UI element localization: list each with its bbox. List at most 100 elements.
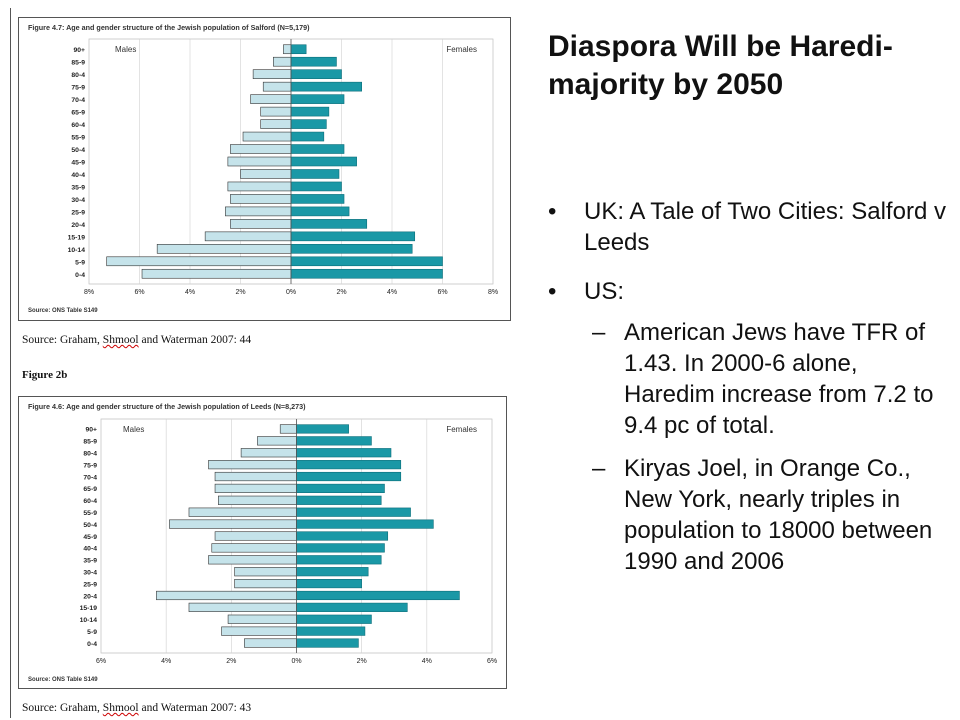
male-bar xyxy=(260,106,292,117)
male-bar xyxy=(156,590,297,601)
male-bar xyxy=(169,519,297,529)
age-group-label: 15-19 xyxy=(80,605,98,612)
chart-source-note: Source: ONS Table S149 xyxy=(28,677,98,683)
female-bar xyxy=(290,268,443,279)
male-bar xyxy=(227,181,292,192)
female-bar xyxy=(296,578,362,589)
male-bar xyxy=(218,495,297,505)
bullet-uk: UK: A Tale of Two Cities: Salford v Leed… xyxy=(548,196,948,258)
male-bar xyxy=(188,602,297,612)
age-group-label: 65-9 xyxy=(71,110,85,117)
female-bar xyxy=(296,483,385,494)
female-bar xyxy=(290,119,327,129)
age-group-label: 65-9 xyxy=(83,486,97,493)
age-group-label: 5-9 xyxy=(75,259,85,266)
source-text: Source: Graham, xyxy=(22,702,103,714)
dash-marker: – xyxy=(592,455,606,482)
sub-bullet-kiryas-joel: – Kiryas Joel, in Orange Co., New York, … xyxy=(548,453,948,577)
salford-pyramid-chart: Figure 4.7: Age and gender structure of … xyxy=(28,23,498,314)
male-bar xyxy=(214,483,297,494)
x-tick-label: 6% xyxy=(134,289,144,296)
age-group-label: 30-4 xyxy=(83,569,97,576)
x-tick-label: 4% xyxy=(387,289,397,296)
dash-marker: – xyxy=(592,319,606,346)
male-bar xyxy=(208,555,297,565)
female-bar xyxy=(296,555,382,565)
chart-source-note: Source: ONS Table S149 xyxy=(28,308,98,314)
bullet-us: US: xyxy=(548,276,948,307)
leeds-pyramid-chart: Figure 4.6: Age and gender structure of … xyxy=(28,402,497,683)
source-text: and Waterman 2007: 44 xyxy=(138,334,252,346)
male-bar xyxy=(260,119,292,129)
bullet-list: UK: A Tale of Two Cities: Salford v Leed… xyxy=(548,196,948,589)
age-group-label: 70-4 xyxy=(71,97,85,104)
age-group-label: 45-9 xyxy=(83,534,97,541)
x-tick-label: 0% xyxy=(286,289,296,296)
female-bar xyxy=(290,144,345,154)
female-bar xyxy=(296,602,408,612)
x-tick-label: 2% xyxy=(235,289,245,296)
female-bar xyxy=(296,495,382,505)
male-bar xyxy=(244,638,297,648)
females-label: Females xyxy=(446,45,477,54)
age-group-label: 75-9 xyxy=(71,85,85,92)
male-bar xyxy=(234,578,297,589)
male-bar xyxy=(188,507,297,517)
x-tick-label: 4% xyxy=(185,289,195,296)
female-bar xyxy=(296,567,369,577)
female-bar xyxy=(296,519,434,529)
x-tick-label: 8% xyxy=(488,289,498,296)
sub-bullet-text: Kiryas Joel, in Orange Co., New York, ne… xyxy=(624,455,933,575)
age-group-label: 25-9 xyxy=(71,209,85,216)
male-bar xyxy=(283,44,292,55)
age-group-label: 40-4 xyxy=(83,546,97,553)
female-bar xyxy=(290,69,342,79)
female-bar xyxy=(290,219,368,229)
male-bar xyxy=(221,626,297,636)
male-bar xyxy=(257,436,297,446)
female-bar xyxy=(290,256,443,267)
x-tick-label: 4% xyxy=(422,658,432,665)
sub-bullet-american-jews: – American Jews have TFR of 1.43. In 200… xyxy=(548,317,948,441)
female-bar xyxy=(290,194,345,204)
female-bar xyxy=(296,543,385,553)
salford-pyramid-frame: Figure 4.7: Age and gender structure of … xyxy=(18,17,511,321)
male-bar xyxy=(242,131,292,142)
source-author: Shmool xyxy=(102,702,139,714)
male-bar xyxy=(273,56,292,67)
age-group-label: 5-9 xyxy=(87,629,97,636)
female-bar xyxy=(296,590,460,601)
female-bar xyxy=(296,626,366,636)
male-bar xyxy=(250,94,292,104)
females-label: Females xyxy=(446,425,477,434)
female-bar xyxy=(290,44,307,55)
age-group-label: 85-9 xyxy=(83,439,97,446)
male-bar xyxy=(227,614,297,624)
age-group-label: 35-9 xyxy=(83,558,97,565)
age-group-label: 90+ xyxy=(73,47,85,54)
age-group-label: 55-9 xyxy=(83,510,97,517)
age-group-label: 35-9 xyxy=(71,184,85,191)
x-tick-label: 4% xyxy=(161,658,171,665)
male-bar xyxy=(230,219,292,229)
female-bar xyxy=(290,169,340,179)
chart-title: Figure 4.7: Age and gender structure of … xyxy=(28,23,310,32)
age-group-label: 25-9 xyxy=(83,581,97,588)
female-bar xyxy=(290,56,337,67)
figure-2b-label: Figure 2b xyxy=(22,369,68,381)
male-bar xyxy=(234,567,297,577)
source-text: and Waterman 2007: 43 xyxy=(138,702,252,714)
age-group-label: 50-4 xyxy=(71,147,85,154)
female-bar xyxy=(290,131,325,142)
x-tick-label: 8% xyxy=(84,289,94,296)
age-group-label: 45-9 xyxy=(71,159,85,166)
age-group-label: 55-9 xyxy=(71,135,85,142)
male-bar xyxy=(279,424,297,434)
male-bar xyxy=(106,256,292,267)
female-bar xyxy=(296,460,402,470)
age-group-label: 60-4 xyxy=(71,122,85,129)
x-tick-label: 6% xyxy=(487,658,497,665)
source-author: Shmool xyxy=(102,334,139,346)
female-bar xyxy=(296,424,349,434)
age-group-label: 50-4 xyxy=(83,522,97,529)
